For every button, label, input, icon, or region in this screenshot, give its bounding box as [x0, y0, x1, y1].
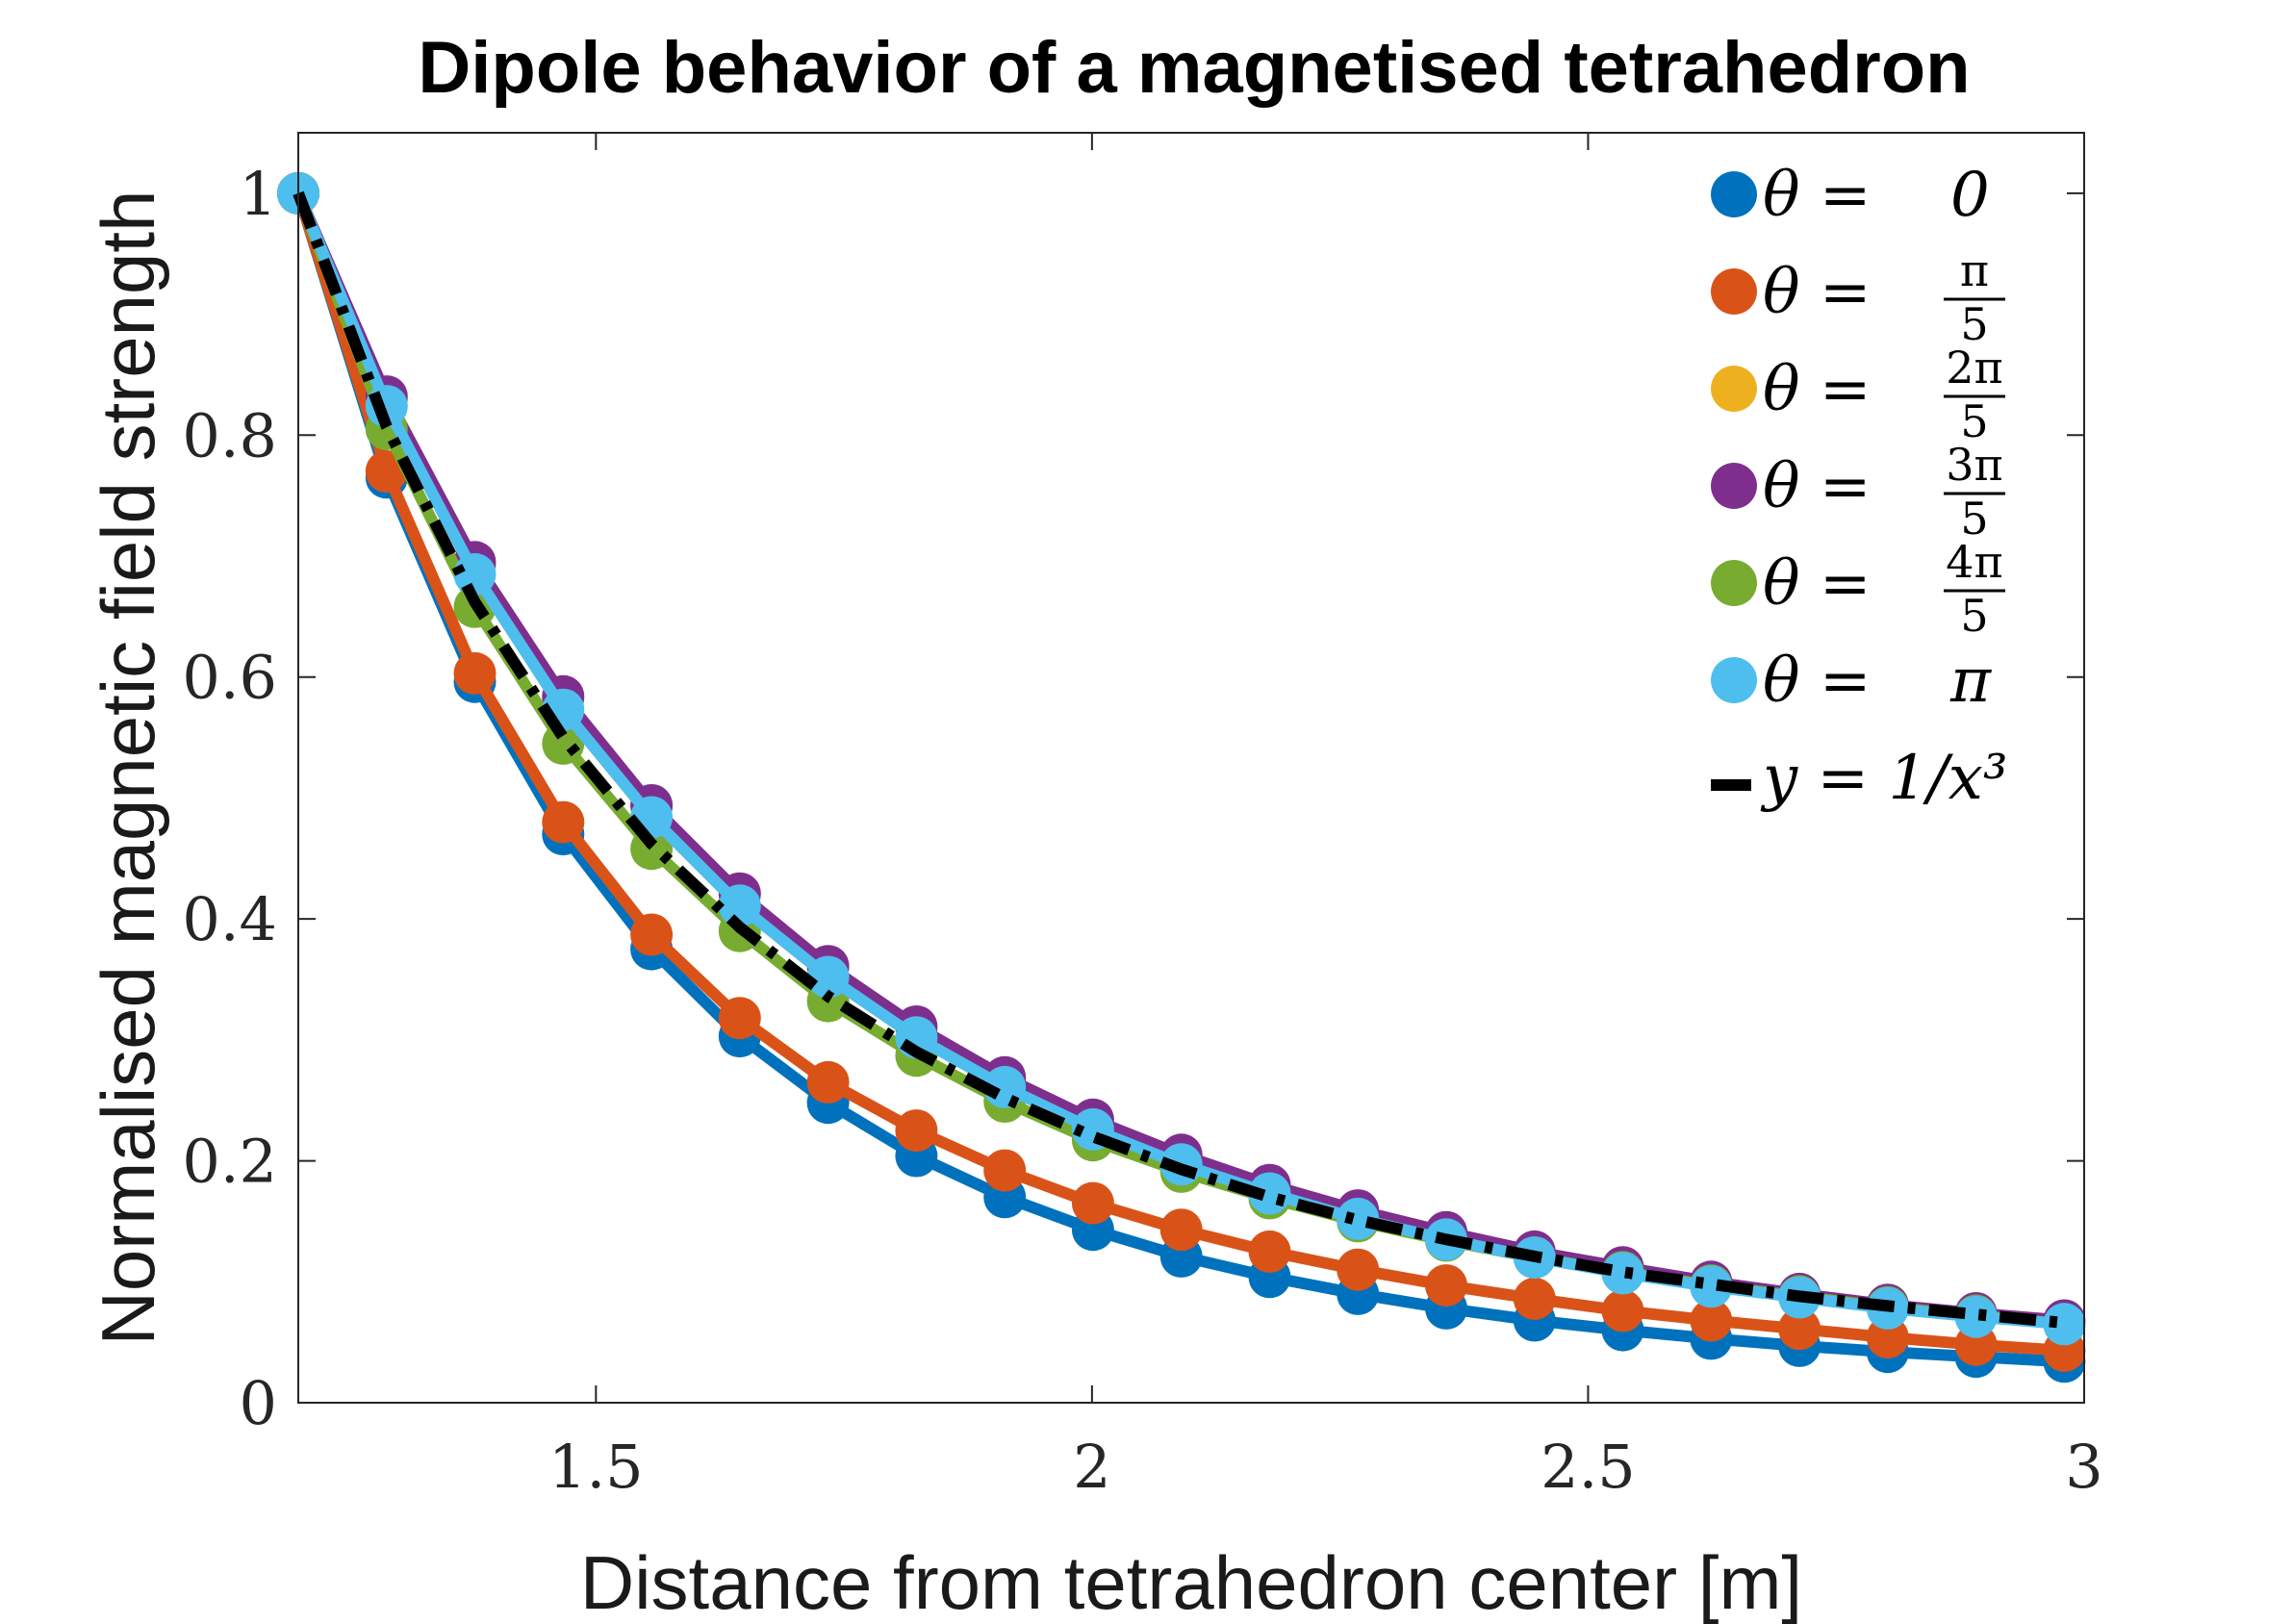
data-point — [1337, 1248, 1380, 1291]
legend-item: θ = 4π5 — [1711, 536, 2005, 642]
data-point — [453, 552, 497, 596]
legend-swatch-marker — [1711, 463, 1757, 509]
y-tick-label: 0.8 — [182, 400, 277, 470]
legend-item: θ = 2π5 — [1711, 342, 2005, 447]
legend-label: θ = — [1763, 646, 1872, 717]
data-point — [1954, 1295, 1998, 1338]
y-axis-label: Normalised magnetic field strength — [86, 190, 170, 1346]
x-tick-label: 1.5 — [548, 1432, 644, 1502]
data-point — [1159, 1208, 1203, 1252]
data-point — [983, 1149, 1027, 1192]
legend-frac-numerator: 2π — [1946, 342, 2003, 393]
x-tick-label: 2.5 — [1541, 1432, 1636, 1502]
legend-frac-denominator: 5 — [1960, 590, 1988, 642]
x-tick-label: 3 — [2065, 1432, 2102, 1502]
data-point — [1425, 1264, 1467, 1307]
plot-frame — [297, 132, 2085, 1404]
data-point — [1601, 1252, 1644, 1295]
x-tick-labels: 1.5 2 2.5 3 — [548, 1432, 2103, 1502]
data-point — [1071, 1181, 1114, 1225]
plot-area — [298, 133, 2084, 1403]
legend-frac-numerator: 4π — [1946, 536, 2003, 588]
data-point — [630, 913, 674, 956]
data-point — [453, 651, 497, 695]
legend-frac-numerator: π — [1960, 244, 1989, 296]
data-point — [1513, 1277, 1556, 1320]
legend-label: y = 1/x³ — [1760, 743, 2008, 814]
legend-label: θ = — [1763, 160, 1872, 231]
legend-frac-numerator: 3π — [1946, 439, 2003, 491]
chart-title: Dipole behavior of a magnetised tetrahed… — [418, 27, 1970, 109]
data-point — [542, 800, 585, 844]
legend-label: θ = — [1763, 354, 1872, 425]
data-point — [1690, 1265, 1733, 1308]
data-point — [1866, 1316, 1909, 1359]
legend-value: π — [1949, 646, 1992, 717]
data-point — [1778, 1307, 1821, 1351]
legend-label: θ = — [1763, 548, 1872, 620]
data-point — [718, 884, 761, 927]
x-tick-label: 2 — [1073, 1432, 1110, 1502]
y-tick-label: 0.2 — [182, 1127, 277, 1197]
series-y = 1/x³ — [293, 190, 2065, 1329]
y-tick-label: 0 — [240, 1368, 277, 1438]
data-point — [1601, 1289, 1644, 1332]
data-point — [1690, 1299, 1733, 1342]
data-point — [806, 1060, 850, 1104]
y-tick-labels: 0 0.2 0.4 0.6 0.8 1 — [182, 159, 277, 1438]
x-axis-label: Distance from tetrahedron center [m] — [580, 1540, 1802, 1624]
data-point — [1337, 1197, 1380, 1240]
data-point — [895, 1109, 938, 1153]
legend-swatch-marker — [1711, 657, 1757, 703]
legend-swatch-marker — [1711, 171, 1757, 217]
legend-value: 0 — [1950, 160, 1990, 231]
legend-swatch-marker — [1711, 268, 1757, 315]
series-layer — [277, 171, 2086, 1383]
legend-label: θ = — [1763, 451, 1872, 522]
y-tick-label: 0.6 — [182, 643, 277, 713]
legend-swatch-marker — [1711, 560, 1757, 606]
series-line — [293, 190, 2065, 1329]
legend-frac-denominator: 5 — [1960, 493, 1988, 545]
legend-item: θ = 0 — [1711, 160, 1990, 231]
legend-item: θ = π5 — [1711, 244, 2005, 350]
data-point — [718, 997, 761, 1040]
legend-frac-denominator: 5 — [1960, 395, 1988, 447]
legend-item: θ = 3π5 — [1711, 439, 2005, 545]
legend-frac-denominator: 5 — [1960, 298, 1988, 350]
legend-item: y = 1/x³ — [1711, 743, 2008, 814]
data-point — [1248, 1230, 1291, 1273]
legend-label: θ = — [1763, 257, 1872, 328]
y-tick-label: 0.4 — [182, 884, 277, 954]
y-tick-label: 1 — [240, 159, 277, 229]
data-point — [806, 955, 850, 999]
legend-item: θ = π — [1711, 646, 1992, 717]
legend-swatch-marker — [1711, 366, 1757, 412]
data-point — [2043, 1303, 2086, 1346]
